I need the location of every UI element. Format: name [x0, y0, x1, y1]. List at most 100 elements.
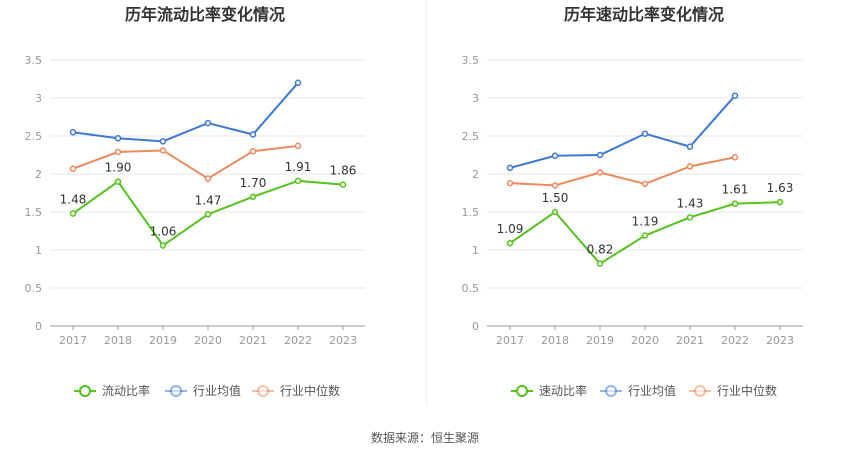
x-tick-label: 2018	[541, 334, 569, 347]
legend-marker-icon	[516, 385, 528, 397]
data-label: 1.50	[542, 191, 569, 205]
data-point-main	[686, 214, 694, 221]
data-point-avg	[596, 151, 604, 159]
series-line-avg	[72, 82, 299, 143]
legend-item-avg: 行业均值	[600, 383, 676, 398]
series-line-avg	[509, 95, 736, 169]
data-label: 0.82	[587, 243, 614, 257]
legend-marker-icon	[79, 385, 91, 397]
data-point-avg	[249, 131, 257, 138]
legend-item-main: 流动比率	[74, 383, 150, 398]
data-point-avg	[641, 130, 649, 137]
legend-marker-icon	[170, 385, 182, 397]
data-point-avg	[294, 79, 302, 87]
y-tick-label: 3.5	[462, 54, 480, 67]
data-point-median	[159, 147, 167, 154]
y-tick-label: 0	[472, 320, 479, 333]
data-label: 1.06	[150, 224, 177, 238]
legend-marker-icon	[605, 385, 617, 397]
data-point-median	[641, 180, 649, 188]
data-point-median	[204, 175, 212, 182]
data-label: 1.19	[632, 215, 659, 229]
data-point-avg	[159, 138, 167, 145]
y-tick-label: 2	[35, 168, 42, 181]
data-label: 1.61	[722, 183, 749, 197]
data-point-main	[551, 208, 559, 216]
y-tick-label: 2	[472, 168, 479, 181]
x-tick-label: 2020	[631, 334, 659, 347]
data-point-main	[506, 239, 514, 247]
y-tick-label: 3	[35, 92, 42, 105]
x-tick-label: 2022	[284, 334, 312, 347]
data-point-main	[731, 200, 739, 207]
x-tick-label: 2021	[239, 334, 267, 347]
y-tick-label: 3	[472, 92, 479, 105]
y-tick-label: 1	[472, 244, 479, 257]
data-point-main	[339, 181, 347, 188]
data-point-main	[641, 232, 649, 239]
data-point-avg	[551, 152, 559, 160]
legend-label: 流动比率	[102, 383, 150, 398]
panel-divider	[426, 0, 427, 405]
series-line-median	[509, 156, 736, 187]
chart-title: 历年速动比率变化情况	[564, 5, 724, 24]
data-point-main	[69, 210, 77, 217]
x-tick-label: 2019	[586, 334, 614, 347]
data-point-median	[114, 148, 122, 156]
chart-title: 历年流动比率变化情况	[125, 5, 285, 24]
x-tick-label: 2023	[766, 334, 794, 347]
data-point-avg	[731, 92, 739, 99]
data-point-main	[159, 242, 167, 249]
data-point-main	[596, 260, 604, 267]
data-point-avg	[506, 164, 514, 172]
data-point-avg	[686, 143, 694, 150]
data-label: 1.90	[105, 161, 132, 175]
data-point-median	[731, 154, 739, 161]
data-point-median	[69, 165, 77, 172]
data-point-median	[249, 147, 257, 155]
data-point-median	[294, 142, 302, 150]
x-tick-label: 2020	[194, 334, 222, 347]
y-tick-label: 0.5	[462, 282, 480, 295]
data-label: 1.47	[195, 193, 222, 207]
legend-label: 行业中位数	[717, 383, 777, 398]
data-label: 1.70	[240, 176, 267, 190]
x-tick-label: 2018	[104, 334, 132, 347]
y-tick-label: 1.5	[462, 206, 480, 219]
data-point-avg	[114, 135, 122, 142]
data-point-avg	[69, 128, 77, 136]
x-tick-label: 2022	[721, 334, 749, 347]
x-tick-label: 2021	[676, 334, 704, 347]
data-point-median	[506, 179, 514, 187]
data-label: 1.09	[497, 222, 524, 236]
data-point-median	[551, 182, 559, 189]
data-source: 数据来源：恒生聚源	[370, 431, 479, 445]
data-point-main	[249, 193, 257, 201]
data-point-median	[686, 163, 694, 170]
y-tick-label: 2.5	[462, 130, 480, 143]
y-tick-label: 0.5	[25, 282, 43, 295]
legend-item-median: 行业中位数	[689, 383, 777, 398]
series-line-median	[72, 144, 299, 180]
y-tick-label: 1.5	[25, 206, 43, 219]
legend-label: 行业中位数	[280, 383, 340, 398]
legend-marker-icon	[257, 385, 269, 397]
legend-label: 行业均值	[193, 383, 241, 398]
y-tick-label: 1	[35, 244, 42, 257]
data-point-main	[776, 198, 784, 206]
legend-item-median: 行业中位数	[252, 383, 340, 398]
legend-label: 速动比率	[539, 383, 587, 398]
legend-marker-icon	[694, 385, 706, 397]
x-tick-label: 2023	[329, 334, 357, 347]
x-tick-label: 2017	[59, 334, 87, 347]
data-point-main	[204, 211, 212, 218]
data-label: 1.91	[285, 160, 312, 174]
data-label: 1.86	[330, 164, 357, 178]
y-tick-label: 2.5	[25, 130, 43, 143]
data-label: 1.48	[60, 193, 87, 207]
chart-panel-1: 历年流动比率变化情况 0 0.5 1 1.5 2 2.5 3 3.5 2017 2018 2019 20…	[25, 5, 365, 398]
y-tick-label: 0	[35, 320, 42, 333]
x-tick-label: 2019	[149, 334, 177, 347]
data-label: 1.63	[767, 181, 794, 195]
